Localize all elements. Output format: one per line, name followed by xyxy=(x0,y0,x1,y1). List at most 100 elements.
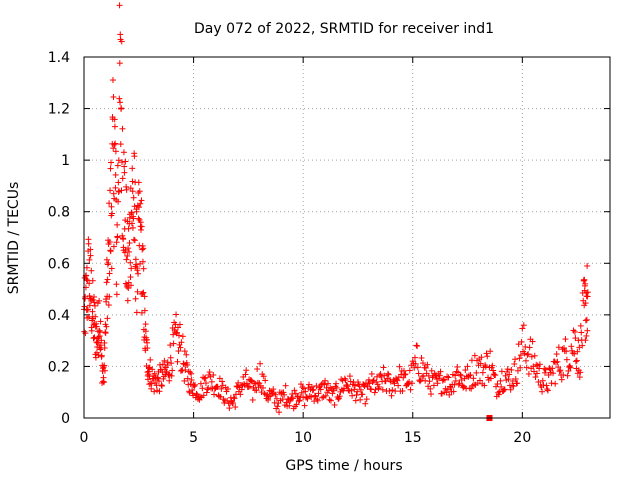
data-point xyxy=(517,352,524,359)
data-point xyxy=(130,215,137,222)
data-point xyxy=(558,376,565,383)
data-point xyxy=(365,376,372,383)
data-point xyxy=(181,377,188,384)
data-point xyxy=(464,363,471,370)
data-point xyxy=(514,367,521,374)
data-point xyxy=(101,367,108,374)
data-point xyxy=(130,236,137,243)
data-point xyxy=(161,357,168,364)
data-point xyxy=(106,293,113,300)
data-point xyxy=(300,385,307,392)
data-point xyxy=(571,350,578,357)
data-point xyxy=(524,351,531,358)
data-point xyxy=(582,337,589,344)
data-point xyxy=(287,397,294,404)
data-point xyxy=(118,159,125,166)
data-points xyxy=(81,2,591,421)
data-point xyxy=(544,387,551,394)
data-point xyxy=(468,357,475,364)
data-point xyxy=(121,169,128,176)
data-point xyxy=(550,370,557,377)
data-point xyxy=(341,375,348,382)
data-point xyxy=(219,378,226,385)
data-point xyxy=(453,368,460,375)
data-point xyxy=(481,382,488,389)
data-point xyxy=(117,141,124,148)
data-point xyxy=(210,371,217,378)
data-point xyxy=(175,332,182,339)
data-point xyxy=(498,368,505,375)
data-point xyxy=(188,376,195,383)
data-point xyxy=(158,382,165,389)
data-point xyxy=(101,339,108,346)
data-point xyxy=(192,381,199,388)
data-point xyxy=(407,386,414,393)
data-point xyxy=(259,384,266,391)
data-point xyxy=(396,363,403,370)
data-point xyxy=(146,365,153,372)
data-point xyxy=(113,281,120,288)
data-point xyxy=(490,371,497,378)
data-point xyxy=(345,387,352,394)
data-point xyxy=(273,395,280,402)
data-point xyxy=(298,389,305,396)
data-point xyxy=(177,367,184,374)
data-point xyxy=(147,356,154,363)
data-point xyxy=(151,388,158,395)
data-point xyxy=(113,239,120,246)
data-point xyxy=(135,270,142,277)
data-point xyxy=(562,336,569,343)
data-point xyxy=(574,348,581,355)
y-tick-label: 0.2 xyxy=(48,359,70,375)
y-tick-label: 0.6 xyxy=(48,256,70,272)
data-point xyxy=(272,391,279,398)
data-point xyxy=(132,295,139,302)
data-point xyxy=(450,388,457,395)
data-point xyxy=(89,277,96,284)
data-point xyxy=(504,366,511,373)
data-point xyxy=(103,256,110,263)
data-point xyxy=(444,373,451,380)
data-point xyxy=(395,382,402,389)
data-point xyxy=(522,357,529,364)
data-point xyxy=(301,402,308,409)
data-point xyxy=(571,328,578,335)
data-point xyxy=(232,404,239,411)
data-point xyxy=(131,153,138,160)
data-point xyxy=(169,367,176,374)
data-point xyxy=(230,400,237,407)
data-point xyxy=(248,377,255,384)
data-point xyxy=(145,376,152,383)
data-point xyxy=(508,366,515,373)
data-point xyxy=(565,367,572,374)
data-point xyxy=(202,374,209,381)
data-point xyxy=(208,378,215,385)
data-point xyxy=(352,397,359,404)
data-point xyxy=(344,382,350,389)
data-point xyxy=(93,323,100,330)
data-point xyxy=(476,377,483,384)
data-point xyxy=(555,344,562,351)
data-point xyxy=(536,365,543,372)
data-point xyxy=(254,366,261,373)
data-point xyxy=(519,325,526,332)
data-point xyxy=(170,340,177,347)
data-point xyxy=(110,243,117,250)
data-point xyxy=(128,265,135,272)
data-point xyxy=(262,377,269,384)
data-point xyxy=(428,391,435,398)
data-point xyxy=(490,367,497,374)
data-point xyxy=(176,321,183,328)
data-point xyxy=(317,386,324,393)
data-point xyxy=(417,378,424,385)
data-point xyxy=(117,99,124,106)
data-point xyxy=(97,329,104,336)
data-point xyxy=(417,377,424,384)
data-point xyxy=(514,380,521,387)
data-point xyxy=(325,387,332,394)
data-point xyxy=(261,390,268,397)
data-point xyxy=(104,276,111,283)
data-point xyxy=(128,220,135,227)
data-point xyxy=(238,386,245,393)
data-point xyxy=(201,375,208,382)
